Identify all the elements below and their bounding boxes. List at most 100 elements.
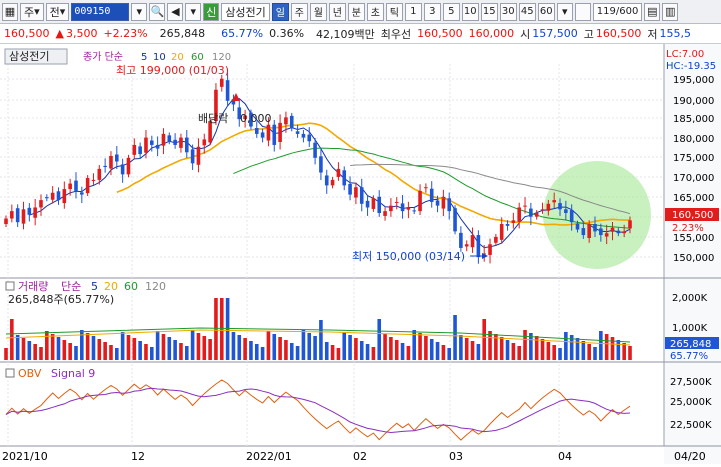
candle-body xyxy=(505,224,510,226)
volume-bar xyxy=(144,344,148,360)
arrow-down-icon[interactable]: ▾ xyxy=(185,2,202,21)
volume-bar xyxy=(295,346,300,360)
candle-body xyxy=(336,168,341,177)
volume-bar xyxy=(383,334,387,360)
volume-bar xyxy=(85,333,90,360)
volume-bar xyxy=(505,340,510,360)
volume-bar xyxy=(97,339,102,360)
period-minute[interactable]: 분 xyxy=(347,2,365,21)
vol-legend-ma5: 5 xyxy=(91,280,98,293)
period-second[interactable]: 초 xyxy=(366,2,384,21)
volume-bar xyxy=(470,341,475,360)
y-axis-bg xyxy=(664,44,721,464)
market-select[interactable]: 주 ▾ xyxy=(20,2,44,21)
obv-panel-close-icon[interactable] xyxy=(5,368,15,378)
candle-body xyxy=(418,190,422,212)
candle-body xyxy=(167,135,172,142)
vol-legend-ma120: 120 xyxy=(145,280,166,293)
candle-body xyxy=(342,170,347,186)
volume-bar xyxy=(488,331,492,360)
candle-body xyxy=(184,137,189,153)
chart-tools-icon[interactable]: ▥ xyxy=(662,2,679,21)
ma20-line xyxy=(116,122,630,226)
interval-dropdown-icon[interactable]: ▾ xyxy=(556,2,573,21)
priority-label: 최우선 xyxy=(380,27,412,41)
candle-body xyxy=(575,223,580,230)
speaker-icon[interactable]: ◀ xyxy=(167,2,184,21)
interval-30[interactable]: 30 xyxy=(499,2,517,21)
chart-area[interactable]: 삼성전기 종가 단순 5 10 20 60 120 LC:7.00 HC:-19… xyxy=(0,44,721,464)
volume-bar xyxy=(517,346,521,360)
bar-count-field[interactable]: 119/600 xyxy=(592,2,643,21)
volume-bar xyxy=(278,337,282,360)
blank-button[interactable] xyxy=(574,2,591,21)
candle-body xyxy=(330,179,335,186)
volume-bar xyxy=(103,342,107,360)
candle-body xyxy=(231,99,236,105)
xtick-2022-01: 2022/01 xyxy=(246,450,292,463)
interval-45[interactable]: 45 xyxy=(518,2,536,21)
volume-bar xyxy=(342,332,347,360)
volume-bar xyxy=(464,338,469,360)
volume-bar xyxy=(307,333,312,360)
interval-5[interactable]: 5 xyxy=(442,2,460,21)
stock-name-field[interactable]: 삼성전기 xyxy=(221,2,270,21)
chart-settings-icon[interactable]: ▤ xyxy=(644,2,661,21)
candle-body xyxy=(50,192,55,200)
volume-bar xyxy=(219,298,224,360)
vol-legend-ma60: 60 xyxy=(124,280,138,293)
period-tick[interactable]: 틱 xyxy=(385,2,403,21)
volume-bar xyxy=(231,332,236,360)
period-year[interactable]: 년 xyxy=(328,2,346,21)
vol-legend-ma20: 20 xyxy=(104,280,118,293)
volume-bar xyxy=(511,343,516,360)
volume-bar xyxy=(68,343,72,360)
interval-15[interactable]: 15 xyxy=(480,2,498,21)
candle-body xyxy=(569,210,574,223)
ytick-180000: 180,000 xyxy=(673,134,714,145)
volume-panel-close-icon[interactable] xyxy=(5,281,15,291)
stock-code-input[interactable]: 009150 xyxy=(71,2,130,21)
interval-1[interactable]: 1 xyxy=(404,2,422,21)
trade-amount: 42,109백만 xyxy=(316,27,375,41)
interval-10[interactable]: 10 xyxy=(461,2,479,21)
candle-body xyxy=(319,156,323,173)
quote-info-bar: 160,500 ▲ 3,500 +2.23% 265,848 65.77% 0.… xyxy=(0,24,721,44)
ytick-195000: 195,000 xyxy=(673,75,714,86)
candle-body xyxy=(511,220,516,223)
current-price: 160,500 xyxy=(4,27,50,40)
volume-bar xyxy=(254,344,259,360)
price-panel-title: 삼성전기 xyxy=(9,50,49,63)
dropdown-icon[interactable]: ▾ xyxy=(131,2,148,21)
candle-body xyxy=(354,187,358,198)
candle-body xyxy=(371,198,376,209)
price-panel-title-box[interactable] xyxy=(4,48,68,65)
period-week[interactable]: 주 xyxy=(290,2,308,21)
volume-bar xyxy=(558,348,562,360)
volume-bar xyxy=(126,335,131,360)
candle-body xyxy=(429,188,434,202)
stock-chart[interactable]: 삼성전기 종가 단순 5 10 20 60 120 LC:7.00 HC:-19… xyxy=(0,44,721,464)
candle-body xyxy=(62,189,67,204)
candle-body xyxy=(289,115,294,129)
search-icon[interactable]: 🔍 xyxy=(149,2,166,21)
obv-line xyxy=(5,379,631,441)
interval-60[interactable]: 60 xyxy=(537,2,555,21)
volume-bar xyxy=(208,339,212,360)
legend-ma120: 120 xyxy=(212,52,231,63)
period-month[interactable]: 월 xyxy=(309,2,327,21)
volume-bar xyxy=(377,319,382,360)
interval-3[interactable]: 3 xyxy=(423,2,441,21)
candle-body xyxy=(126,157,131,175)
candle-body xyxy=(558,203,562,210)
candle-body xyxy=(459,232,463,248)
grid-icon[interactable]: ▦ xyxy=(2,2,18,21)
period-day[interactable]: 일 xyxy=(271,2,289,21)
bid-price: 160,500 xyxy=(417,27,463,40)
toolbar: ▦ 주 ▾ 전 ▾ 009150 ▾ 🔍 ◀ ▾ 신 삼성전기 일 주 월 년 분 … xyxy=(0,0,721,24)
type-select[interactable]: 전 ▾ xyxy=(45,2,70,21)
candle-body xyxy=(45,197,49,199)
candle-body xyxy=(196,146,201,165)
obv-ytick-25000k: 25,000K xyxy=(670,397,712,408)
new-button[interactable]: 신 xyxy=(203,2,220,21)
